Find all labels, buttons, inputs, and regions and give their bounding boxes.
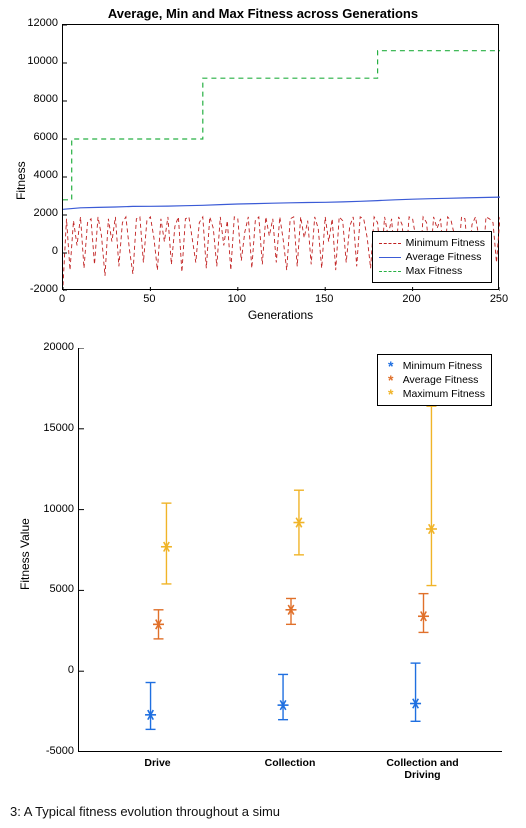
bottom-panel: * Minimum Fitness * Average Fitness * Ma… <box>0 340 526 798</box>
legend-row-bavg: * Average Fitness <box>384 373 485 387</box>
legend-label-bmin: Minimum Fitness <box>403 359 482 373</box>
ytick-label: 4000 <box>13 169 58 181</box>
xtick-label: 200 <box>397 293 427 305</box>
ytick-label: -5000 <box>24 745 74 757</box>
legend-row-avg: Average Fitness <box>379 250 485 264</box>
ytick-label: 12000 <box>13 17 58 29</box>
legend-swatch-avg <box>379 257 401 258</box>
ytick-label: 10000 <box>24 503 74 515</box>
caption: 3: A Typical fitness evolution throughou… <box>0 798 526 823</box>
ytick-label: 6000 <box>13 131 58 143</box>
legend-row-bmin: * Minimum Fitness <box>384 359 485 373</box>
legend-label-bavg: Average Fitness <box>403 373 479 387</box>
ytick-label: 20000 <box>24 341 74 353</box>
legend-label-max: Max Fitness <box>406 264 463 278</box>
xtick-label: 150 <box>309 293 339 305</box>
ytick-label: 8000 <box>13 93 58 105</box>
top-chart-title: Average, Min and Max Fitness across Gene… <box>0 6 526 21</box>
xtick-label: 50 <box>134 293 164 305</box>
legend-label-avg: Average Fitness <box>406 250 482 264</box>
legend-row-bmax: * Maximum Fitness <box>384 387 485 401</box>
legend-row-max: Max Fitness <box>379 264 485 278</box>
ytick-label: 10000 <box>13 55 58 67</box>
bottom-ylabel: Fitness Value <box>18 518 32 590</box>
ytick-label: 0 <box>24 664 74 676</box>
legend-label-bmax: Maximum Fitness <box>403 387 485 401</box>
bottom-legend: * Minimum Fitness * Average Fitness * Ma… <box>377 354 492 406</box>
legend-marker-bmin: * <box>384 359 398 373</box>
xtick-label: 250 <box>484 293 514 305</box>
ytick-label: 15000 <box>24 422 74 434</box>
ytick-label: 2000 <box>13 207 58 219</box>
top-plot-area: Minimum Fitness Average Fitness Max Fitn… <box>62 24 499 290</box>
bottom-plot-area: * Minimum Fitness * Average Fitness * Ma… <box>78 348 502 752</box>
top-xlabel: Generations <box>62 308 499 322</box>
ytick-label: 0 <box>13 245 58 257</box>
ytick-label: 5000 <box>24 583 74 595</box>
legend-label-min: Minimum Fitness <box>406 236 485 250</box>
xtick-label: 100 <box>222 293 252 305</box>
top-panel: Average, Min and Max Fitness across Gene… <box>0 0 526 340</box>
bottom-chart-svg <box>79 348 503 752</box>
category-label: Collection <box>235 757 345 769</box>
top-legend: Minimum Fitness Average Fitness Max Fitn… <box>372 231 492 283</box>
category-label: Drive <box>103 757 213 769</box>
category-label: Collection and Driving <box>368 757 478 781</box>
legend-marker-bavg: * <box>384 373 398 387</box>
figure: Average, Min and Max Fitness across Gene… <box>0 0 526 823</box>
legend-swatch-min <box>379 243 401 244</box>
legend-marker-bmax: * <box>384 387 398 401</box>
xtick-label: 0 <box>47 293 77 305</box>
legend-row-min: Minimum Fitness <box>379 236 485 250</box>
legend-swatch-max <box>379 271 401 272</box>
